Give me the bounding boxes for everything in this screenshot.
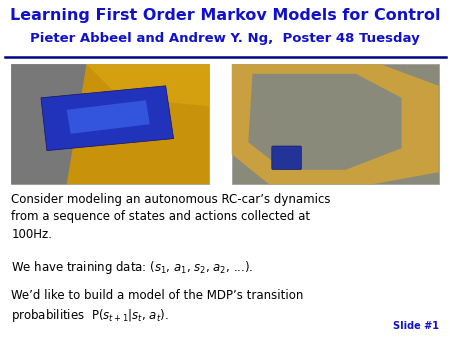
- Text: We’d like to build a model of the MDP’s transition
probabilities  P($s_{t+1}$|$s: We’d like to build a model of the MDP’s …: [11, 289, 304, 324]
- Text: We have training data: ($s_1$, $a_1$, $s_2$, $a_2$, ...).: We have training data: ($s_1$, $a_1$, $s…: [11, 259, 253, 275]
- Polygon shape: [11, 64, 86, 184]
- Polygon shape: [86, 64, 209, 106]
- Text: Slide #1: Slide #1: [393, 320, 439, 331]
- Text: Learning First Order Markov Models for Control: Learning First Order Markov Models for C…: [10, 8, 440, 23]
- Bar: [11, 64, 209, 184]
- Polygon shape: [248, 74, 401, 170]
- Bar: [232, 64, 439, 184]
- FancyBboxPatch shape: [272, 146, 302, 170]
- Text: Consider modeling an autonomous RC-car’s dynamics
from a sequence of states and : Consider modeling an autonomous RC-car’s…: [11, 193, 331, 241]
- Polygon shape: [67, 100, 150, 134]
- Polygon shape: [232, 64, 439, 184]
- Text: Pieter Abbeel and Andrew Y. Ng,  Poster 48 Tuesday: Pieter Abbeel and Andrew Y. Ng, Poster 4…: [30, 32, 420, 45]
- Polygon shape: [41, 86, 174, 151]
